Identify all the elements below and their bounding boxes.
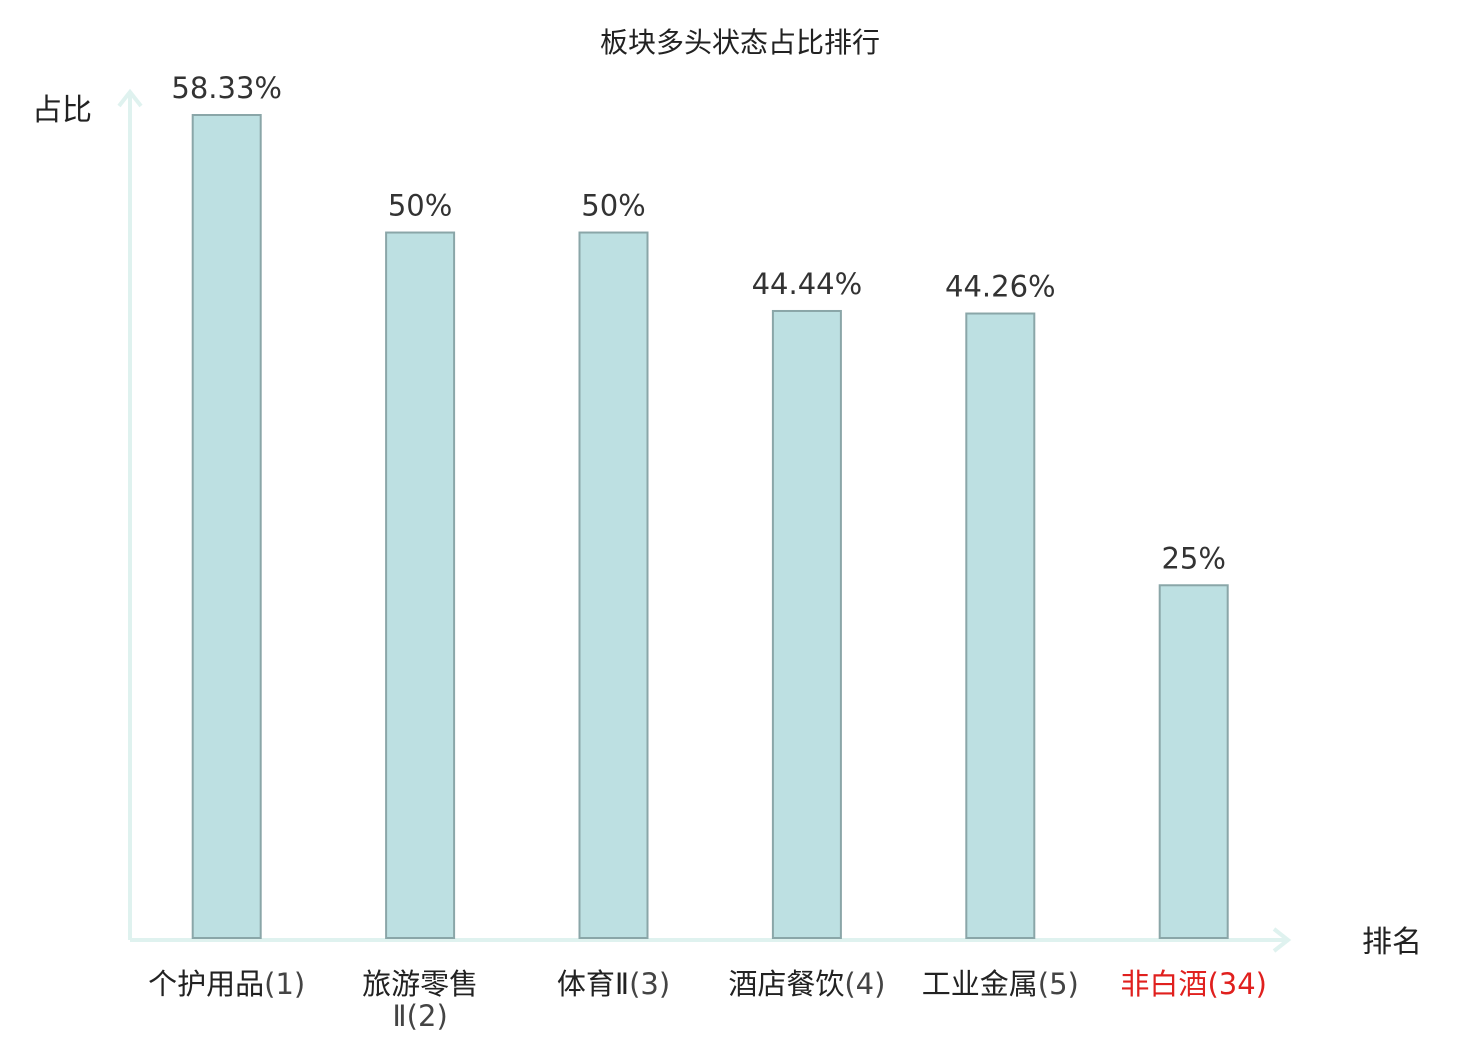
chart-title: 板块多头状态占比排行 [600,26,880,59]
category-name: 非白酒 [1120,967,1207,1001]
axes [117,88,1292,953]
category-label-2: 旅游零售 [362,967,478,1001]
category-rank-2: Ⅱ(2) [392,999,447,1033]
bar-5 [965,312,1036,940]
data-label-5: 44.26% [945,270,1056,304]
y-axis-label: 占比 [32,93,92,128]
category-label-6: 非白酒(34) [1120,967,1267,1001]
category-label-5: 工业金属(5) [922,967,1079,1001]
data-label-6: 25% [1161,541,1225,575]
data-label-4: 44.44% [752,267,863,301]
category-rank: (34) [1207,967,1267,1001]
data-label-3: 50% [581,189,645,223]
bar-4 [771,309,842,939]
x-axis-label: 排名 [1362,925,1422,960]
data-label-2: 50% [388,189,452,223]
category-name: 旅游零售 [362,967,478,1001]
bar-2 [385,231,456,939]
category-name: 体育Ⅱ [557,967,629,1001]
bar-1 [191,114,262,939]
category-name: 酒店餐饮 [728,967,844,1001]
category-label-4: 酒店餐饮(4) [728,967,885,1001]
category-rank: (5) [1038,967,1079,1001]
category-rank: (1) [264,967,305,1001]
y-axis-arrow [117,88,143,108]
bars-layer [191,114,1229,940]
category-label-3: 体育Ⅱ(3) [557,967,670,1001]
category-name: 个护用品 [148,967,264,1001]
category-rank: (3) [629,967,670,1001]
bar-6 [1158,584,1229,939]
category-label-1: 个护用品(1) [148,967,305,1001]
data-label-1: 58.33% [171,71,282,105]
bar-3 [578,231,649,939]
x-axis-arrow [1272,927,1292,953]
category-name: 工业金属 [922,967,1038,1001]
category-rank: (4) [844,967,885,1001]
